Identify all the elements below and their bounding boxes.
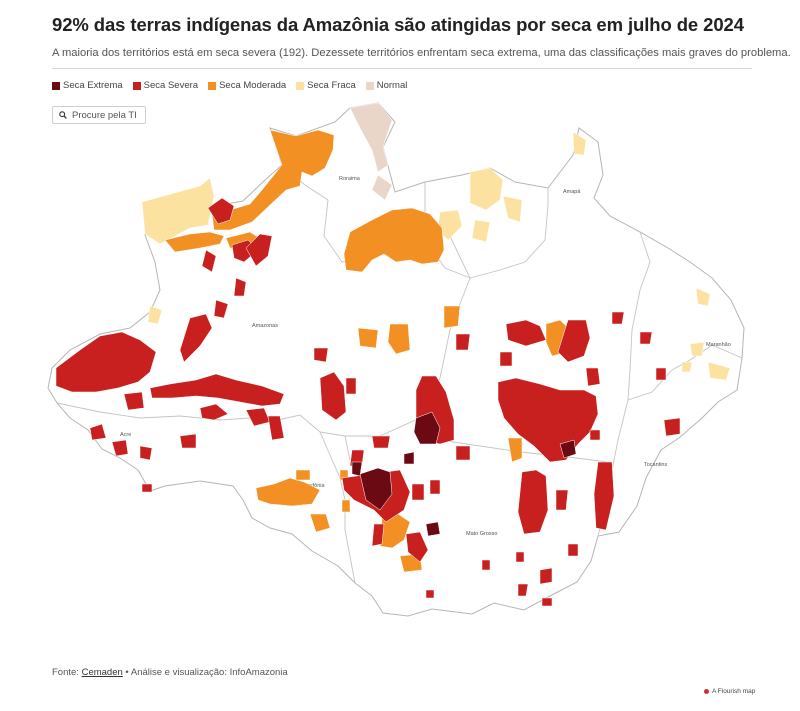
legend-label: Normal [376, 80, 408, 91]
legend-item-seca-extrema: Seca Extrema [52, 80, 123, 91]
map-subtitle: A maioria dos territórios está em seca s… [52, 47, 791, 59]
legend-swatch [365, 81, 374, 90]
legend-item-seca-severa: Seca Severa [132, 80, 199, 91]
legend-label: Seca Moderada [219, 80, 287, 91]
legend: Seca Extrema Seca Severa Seca Moderada S… [52, 80, 407, 91]
territories-normal[interactable] [349, 102, 393, 201]
state-label-maranhao: Maranhão [706, 342, 731, 348]
state-label-amapa: Amapá [563, 189, 581, 195]
amazon-boundary [47, 102, 745, 617]
legend-item-seca-moderada: Seca Moderada [208, 80, 286, 91]
territories-seca-severa[interactable] [55, 197, 681, 607]
state-label-roraima: Roraima [339, 176, 361, 182]
state-label-acre: Acre [120, 432, 131, 438]
footer-prefix: Fonte: [52, 667, 82, 678]
map-title: 92% das terras indígenas da Amazônia são… [52, 14, 744, 35]
state-label-mato-grosso: Mato Grosso [466, 531, 497, 537]
legend-swatch [296, 81, 305, 90]
search-icon [59, 111, 67, 119]
territories-seca-fraca[interactable] [141, 131, 731, 381]
territories-seca-extrema[interactable] [351, 411, 577, 537]
legend-label: Seca Fraca [307, 80, 356, 91]
state-label-amazonas: Amazonas [252, 323, 278, 329]
map-footer: Fonte: Cemaden • Análise e visualização:… [52, 667, 288, 678]
credit-label: A Flourish map [712, 688, 756, 695]
search-box[interactable] [52, 106, 146, 124]
legend-label: Seca Extrema [63, 80, 123, 91]
state-label-rondonia: Rondônia [301, 483, 325, 489]
flourish-logo-icon [704, 689, 709, 694]
header-divider [52, 68, 752, 69]
legend-swatch [132, 81, 141, 90]
legend-swatch [208, 81, 217, 90]
state-label-tocantins: Tocantins [644, 462, 667, 468]
legend-label: Seca Severa [143, 80, 199, 91]
footer-suffix: • Análise e visualização: InfoAmazonia [122, 667, 288, 678]
search-input[interactable] [72, 109, 142, 121]
legend-item-normal: Normal [365, 80, 408, 91]
legend-item-seca-fraca: Seca Fraca [296, 80, 356, 91]
legend-swatch [52, 81, 60, 90]
flourish-credit[interactable]: A Flourish map [704, 688, 755, 695]
source-link[interactable]: Cemaden [81, 667, 123, 678]
